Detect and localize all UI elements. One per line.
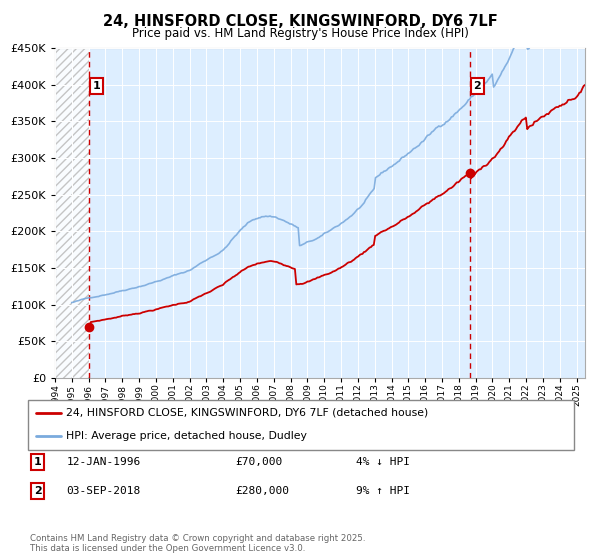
Text: HPI: Average price, detached house, Dudley: HPI: Average price, detached house, Dudl… (66, 431, 307, 441)
Text: 2: 2 (473, 81, 481, 91)
Text: 12-JAN-1996: 12-JAN-1996 (66, 457, 140, 467)
Text: Contains HM Land Registry data © Crown copyright and database right 2025.
This d: Contains HM Land Registry data © Crown c… (30, 534, 365, 553)
Text: 2: 2 (34, 486, 42, 496)
Bar (55, 48, 89, 378)
Text: 9% ↑ HPI: 9% ↑ HPI (356, 486, 410, 496)
Text: 24, HINSFORD CLOSE, KINGSWINFORD, DY6 7LF (detached house): 24, HINSFORD CLOSE, KINGSWINFORD, DY6 7L… (66, 408, 428, 418)
Text: 1: 1 (92, 81, 100, 91)
Text: £70,000: £70,000 (235, 457, 283, 467)
Text: 4% ↓ HPI: 4% ↓ HPI (356, 457, 410, 467)
Text: 03-SEP-2018: 03-SEP-2018 (66, 486, 140, 496)
Text: Price paid vs. HM Land Registry's House Price Index (HPI): Price paid vs. HM Land Registry's House … (131, 27, 469, 40)
Text: 24, HINSFORD CLOSE, KINGSWINFORD, DY6 7LF: 24, HINSFORD CLOSE, KINGSWINFORD, DY6 7L… (103, 14, 497, 29)
FancyBboxPatch shape (28, 400, 574, 450)
Text: 1: 1 (34, 457, 42, 467)
Text: £280,000: £280,000 (235, 486, 289, 496)
